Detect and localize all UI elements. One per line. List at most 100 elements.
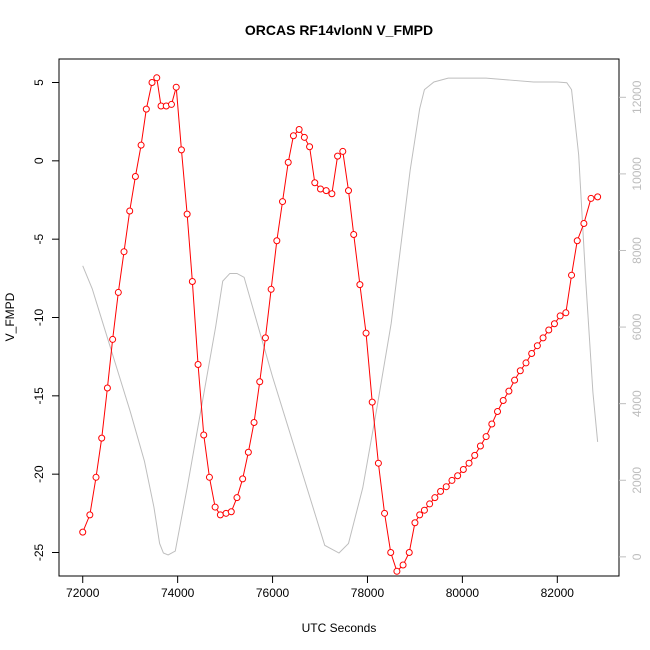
y-axis-right: 0 2000 4000 6000 8000 10000 12000: [619, 80, 644, 560]
data-point: [494, 408, 502, 415]
data-point: [183, 210, 191, 218]
data-point: [580, 220, 588, 227]
data-point: [431, 494, 439, 502]
data-point: [499, 397, 507, 405]
data-point: [261, 334, 269, 342]
data-point: [98, 434, 106, 442]
y2-tick-label: 0: [630, 553, 644, 560]
data-point: [205, 473, 213, 481]
data-point: [387, 549, 395, 556]
x-tick-label: 82000: [541, 586, 575, 600]
data-point: [476, 442, 484, 450]
y-tick-label: 0: [32, 157, 46, 164]
data-point: [511, 376, 519, 384]
data-point: [505, 387, 513, 395]
data-point: [137, 141, 145, 149]
data-point: [533, 342, 541, 350]
data-point: [587, 194, 595, 202]
data-point: [306, 143, 314, 151]
data-point: [279, 198, 287, 206]
data-point: [267, 285, 275, 293]
y-tick-label: -10: [32, 309, 46, 327]
data-point: [211, 503, 219, 511]
data-point: [368, 398, 376, 406]
data-point: [488, 420, 496, 428]
data-point: [273, 237, 281, 245]
altitude-line: [82, 77, 599, 556]
data-point: [328, 190, 336, 198]
x-axis: 72000 74000 76000 78000 80000 82000: [66, 576, 574, 600]
data-point: [471, 451, 479, 459]
data-point: [539, 334, 547, 342]
y2-tick-label: 6000: [630, 313, 644, 340]
data-point: [339, 147, 347, 155]
data-point: [393, 567, 401, 575]
data-point: [322, 187, 330, 195]
data-point: [153, 74, 161, 82]
data-point: [200, 431, 208, 439]
data-point: [311, 179, 319, 187]
data-point: [239, 475, 247, 483]
y-axis-label: V_FMPD: [3, 292, 17, 341]
data-point: [114, 288, 122, 296]
data-point: [216, 511, 224, 519]
data-point: [448, 476, 456, 484]
data-point: [227, 508, 235, 516]
y-axis-left: -25 -20 -15 -10 -5 0 5: [32, 79, 59, 561]
x-tick-label: 72000: [66, 586, 100, 600]
data-point: [250, 418, 258, 426]
data-point: [516, 367, 524, 375]
data-point: [562, 309, 570, 317]
data-point: [426, 500, 434, 508]
data-point: [465, 459, 473, 467]
data-point: [79, 528, 87, 536]
data-point: [344, 187, 352, 195]
y-tick-label: -15: [32, 387, 46, 405]
data-point: [172, 83, 180, 91]
y-tick-label: -5: [32, 234, 46, 245]
data-point: [399, 561, 407, 569]
data-point: [573, 237, 581, 245]
y-tick-label: -25: [32, 544, 46, 562]
y2-tick-label: 4000: [630, 390, 644, 417]
data-point: [522, 359, 530, 367]
chart-title: ORCAS RF14vlonN V_FMPD: [245, 22, 433, 38]
y-tick-label: 5: [32, 79, 46, 86]
data-point: [568, 271, 576, 279]
data-point: [545, 326, 553, 334]
data-point: [126, 207, 134, 215]
series-altitude: [82, 77, 599, 556]
data-point: [103, 384, 111, 392]
x-tick-label: 74000: [161, 586, 195, 600]
data-point: [374, 459, 382, 467]
data-point: [316, 185, 324, 193]
y2-tick-label: 12000: [630, 80, 644, 114]
y-tick-label: -20: [32, 465, 46, 483]
data-point: [556, 312, 564, 320]
data-point: [420, 506, 428, 514]
data-point: [167, 100, 175, 108]
data-point: [411, 519, 419, 527]
x-tick-label: 76000: [256, 586, 290, 600]
data-point: [86, 511, 94, 519]
x-tick-label: 78000: [351, 586, 385, 600]
data-point: [550, 320, 558, 328]
data-point: [244, 448, 252, 456]
data-point: [284, 158, 292, 166]
data-point: [120, 248, 128, 256]
series-v-fmpd: [79, 74, 602, 575]
x-tick-label: 80000: [446, 586, 480, 600]
data-point: [416, 511, 424, 519]
data-point: [454, 472, 462, 480]
data-point: [405, 549, 413, 556]
data-point: [188, 277, 196, 285]
data-point: [356, 281, 364, 289]
data-point: [92, 473, 100, 481]
data-point: [233, 494, 241, 502]
data-point: [142, 105, 150, 113]
data-point: [256, 378, 264, 386]
data-point: [295, 126, 303, 133]
data-point: [381, 509, 389, 517]
